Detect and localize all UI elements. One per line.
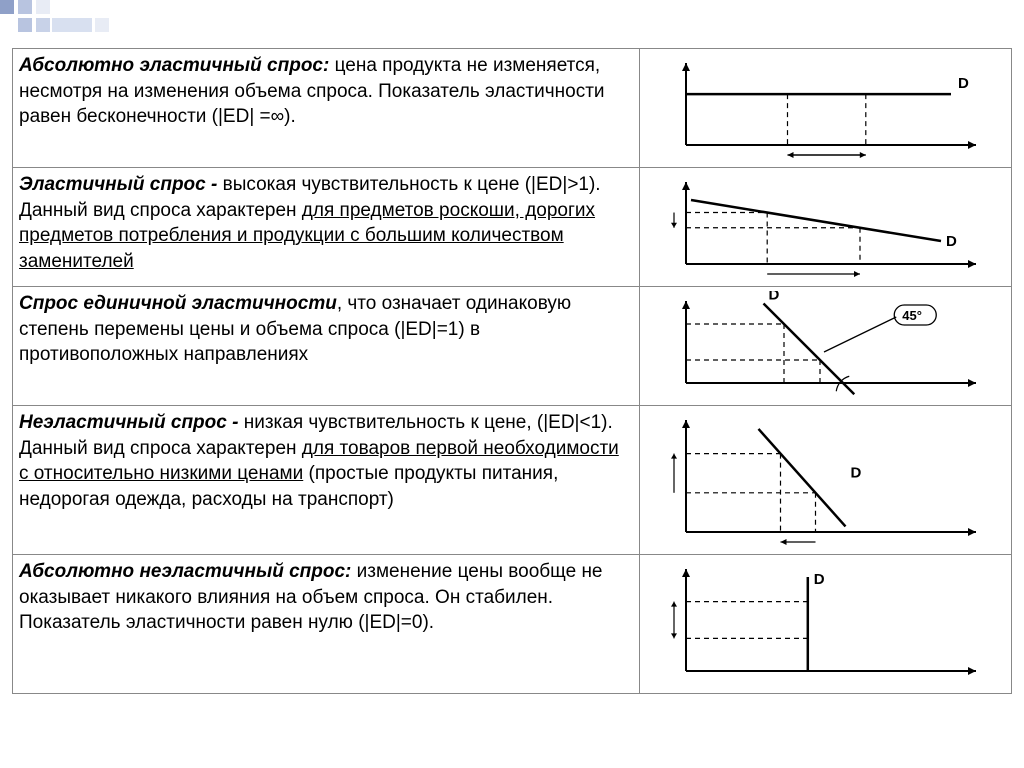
decoration-squares <box>0 0 120 40</box>
graph-cell: D <box>640 168 1012 287</box>
definition-cell: Эластичный спрос - высокая чувствительно… <box>13 168 640 287</box>
svg-text:D: D <box>946 233 957 250</box>
table-row: Абсолютно неэластичный спрос: изменение … <box>13 555 1012 694</box>
graph-unit_elastic: D 45° <box>656 291 996 401</box>
term: Спрос единичной эластичности <box>19 293 337 314</box>
table-row: Абсолютно эластичный спрос: цена продукт… <box>13 49 1012 168</box>
svg-text:D: D <box>768 291 779 304</box>
term: Эластичный спрос - <box>19 174 217 195</box>
elasticity-table: Абсолютно эластичный спрос: цена продукт… <box>12 48 1012 694</box>
table-row: Спрос единичной эластичности, что означа… <box>13 287 1012 406</box>
definition-cell: Неэластичный спрос - низкая чувствительн… <box>13 406 640 555</box>
graph-elastic: D <box>656 172 996 282</box>
svg-text:D: D <box>958 75 969 92</box>
graph-cell: D <box>640 49 1012 168</box>
graph-inelastic: D <box>656 410 996 550</box>
graph-cell: D <box>640 406 1012 555</box>
graph-cell: D <box>640 555 1012 694</box>
table-row: Неэластичный спрос - низкая чувствительн… <box>13 406 1012 555</box>
svg-text:45°: 45° <box>902 308 922 323</box>
svg-text:D: D <box>813 571 824 588</box>
graph-perfectly_inelastic: D <box>656 559 996 689</box>
term: Абсолютно неэластичный спрос: <box>19 561 351 582</box>
definition-cell: Абсолютно эластичный спрос: цена продукт… <box>13 49 640 168</box>
definition-cell: Спрос единичной эластичности, что означа… <box>13 287 640 406</box>
definition-cell: Абсолютно неэластичный спрос: изменение … <box>13 555 640 694</box>
svg-text:D: D <box>850 465 861 482</box>
term: Неэластичный спрос - <box>19 412 238 433</box>
graph-cell: D 45° <box>640 287 1012 406</box>
term: Абсолютно эластичный спрос: <box>19 55 329 76</box>
graph-perfectly_elastic: D <box>656 53 996 163</box>
table-row: Эластичный спрос - высокая чувствительно… <box>13 168 1012 287</box>
